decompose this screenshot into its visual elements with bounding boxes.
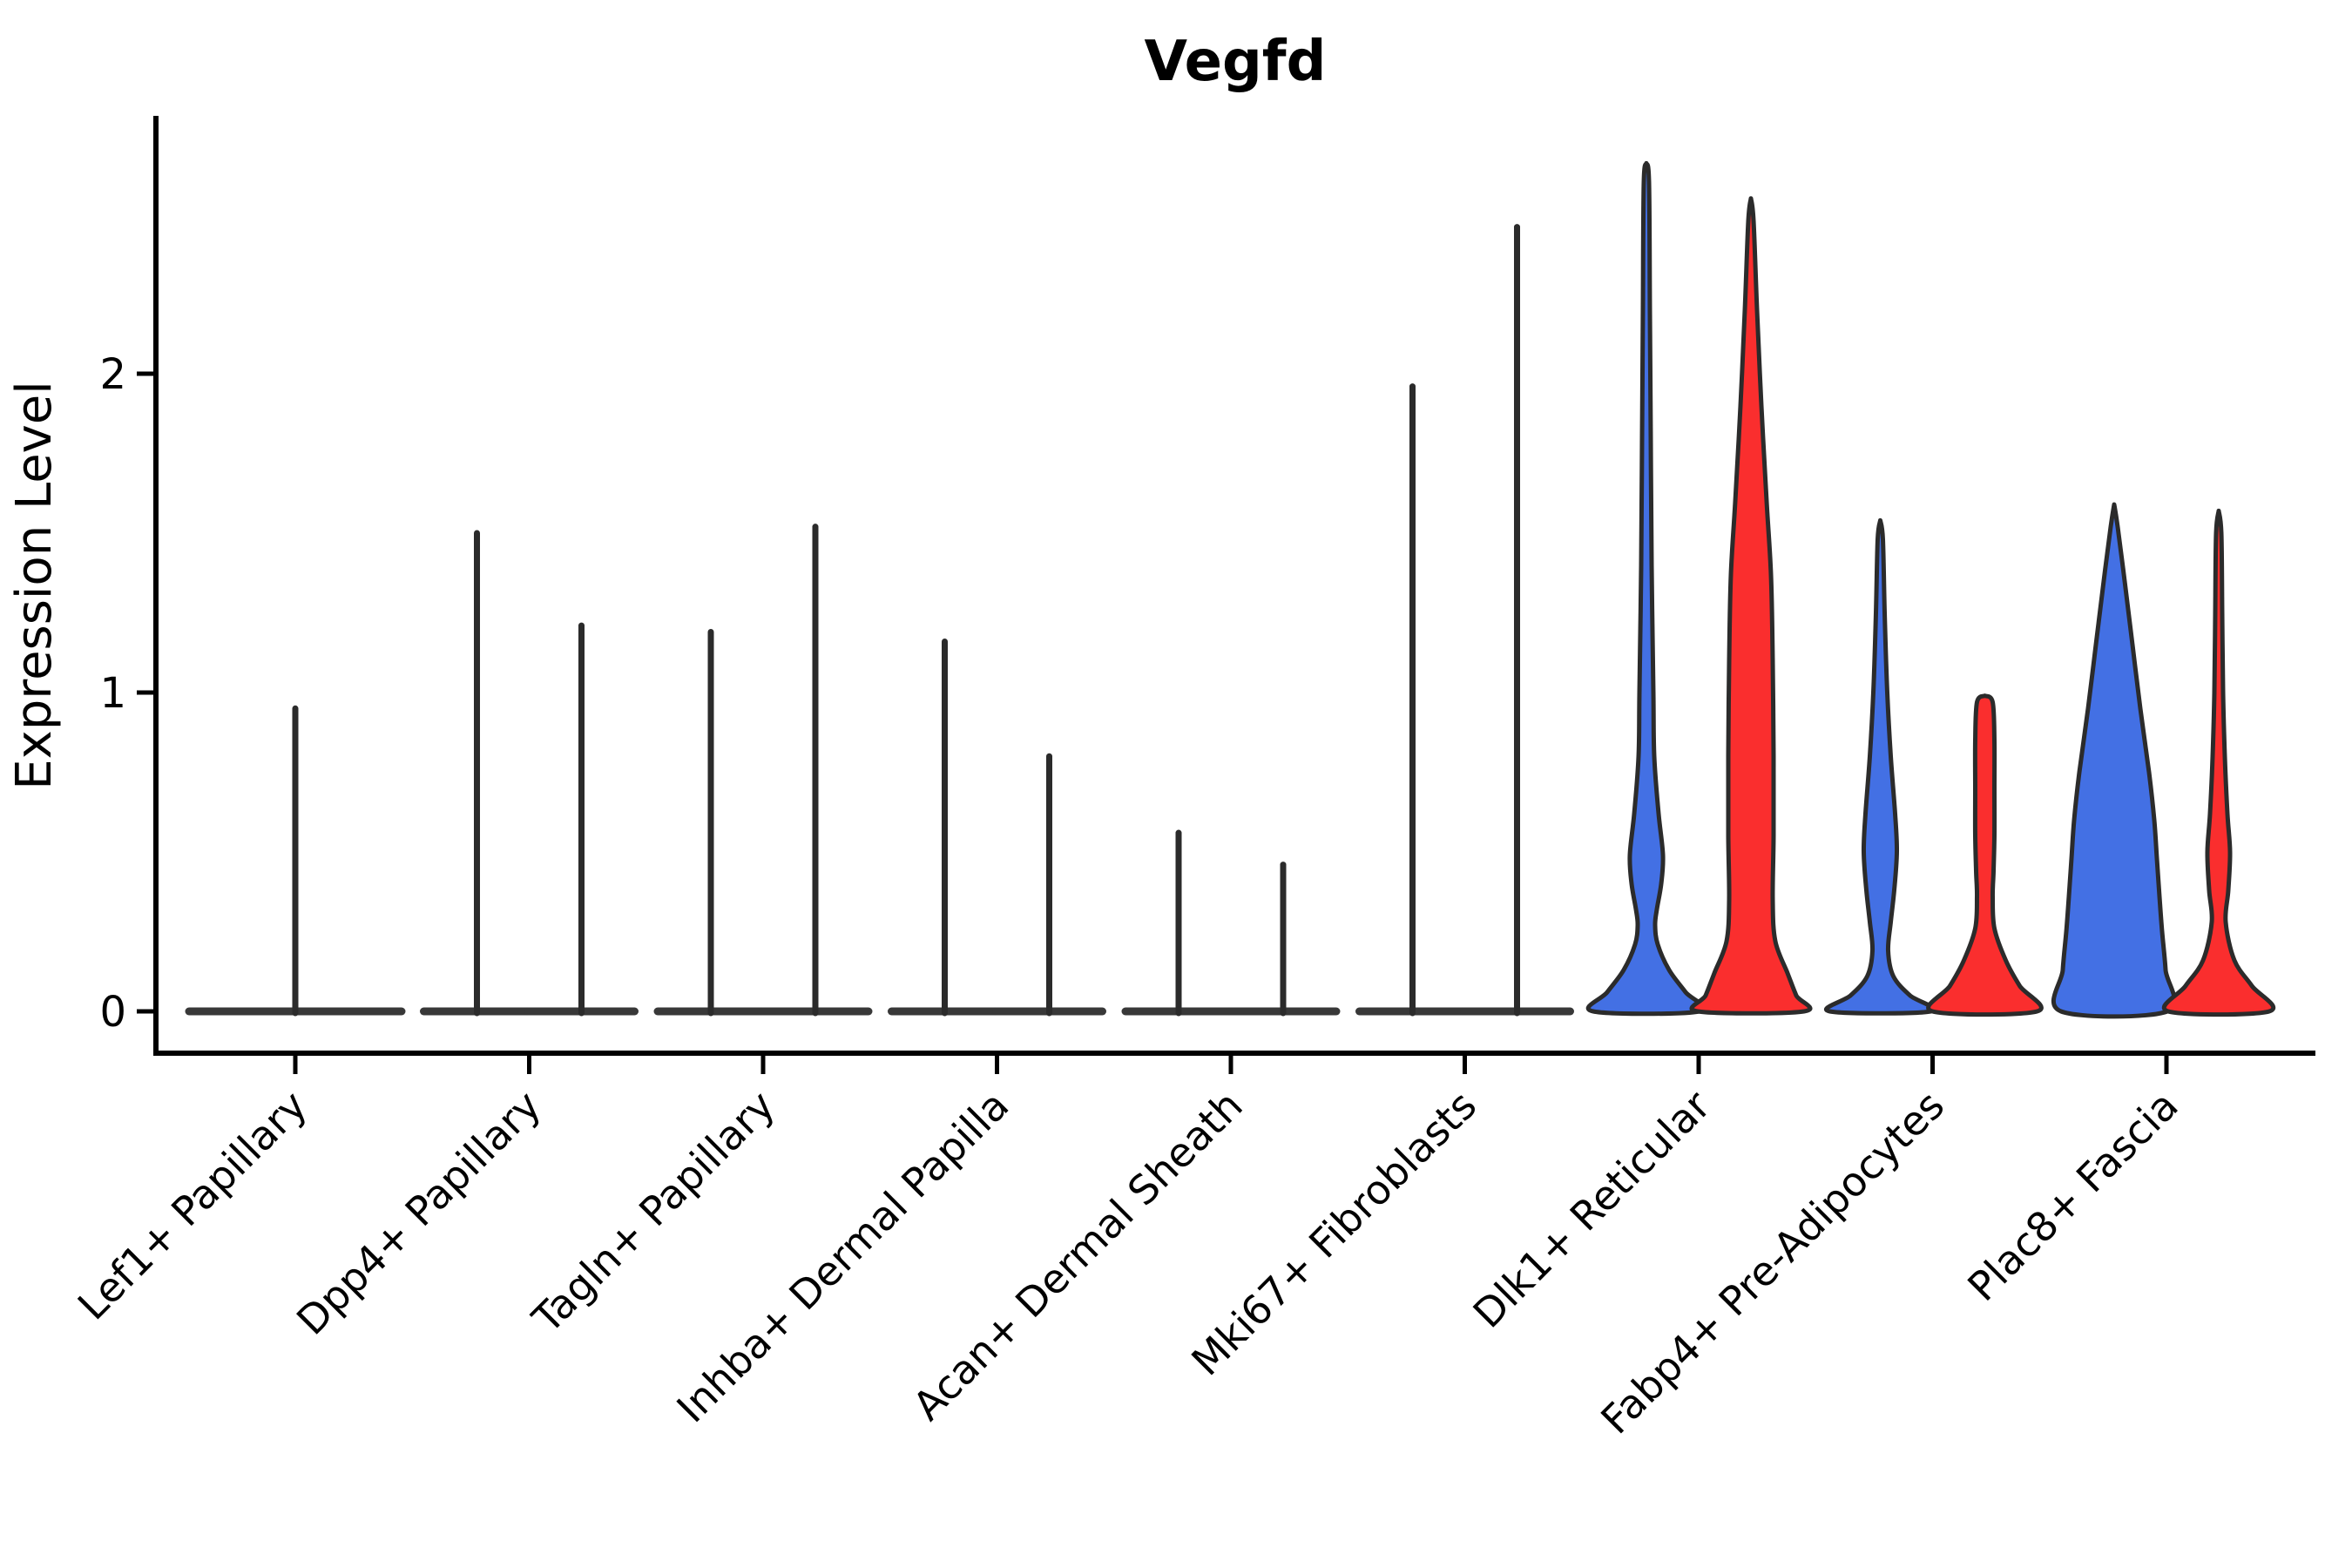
y-tick-label: 1 [99, 669, 126, 718]
violins-layer [185, 160, 2276, 1019]
x-tick-label-lef1-papillary: Lef1+ Papillary [69, 1082, 316, 1329]
y-tick-label: 0 [99, 988, 126, 1037]
violin-blue-fabp4-pre-adipocytes [1824, 517, 1936, 1016]
violin-red-fabp4-pre-adipocytes [1926, 693, 2044, 1017]
y-tick-label: 2 [99, 350, 126, 399]
y-axis-label: Expression Level [6, 381, 63, 790]
violin-blue-dlk1-reticular [1585, 160, 1707, 1017]
violin-red-dlk1-reticular [1689, 196, 1813, 1016]
plot-title: Vegfd [1145, 30, 1327, 94]
x-tick-label-dpp4-papillary: Dpp4+ Papillary [287, 1082, 550, 1344]
x-tick-label-dlk1-reticular: Dlk1+ Reticular [1464, 1082, 1720, 1337]
x-tick-label-tagln-papillary: Tagln+ Papillary [523, 1082, 784, 1343]
violin-blue-plac8-fascia [2051, 502, 2178, 1019]
violin-red-plac8-fascia [2161, 508, 2276, 1017]
axes-layer [137, 116, 2315, 1074]
x-tick-label-plac8-fascia: Plac8+ Fascia [1958, 1082, 2186, 1310]
